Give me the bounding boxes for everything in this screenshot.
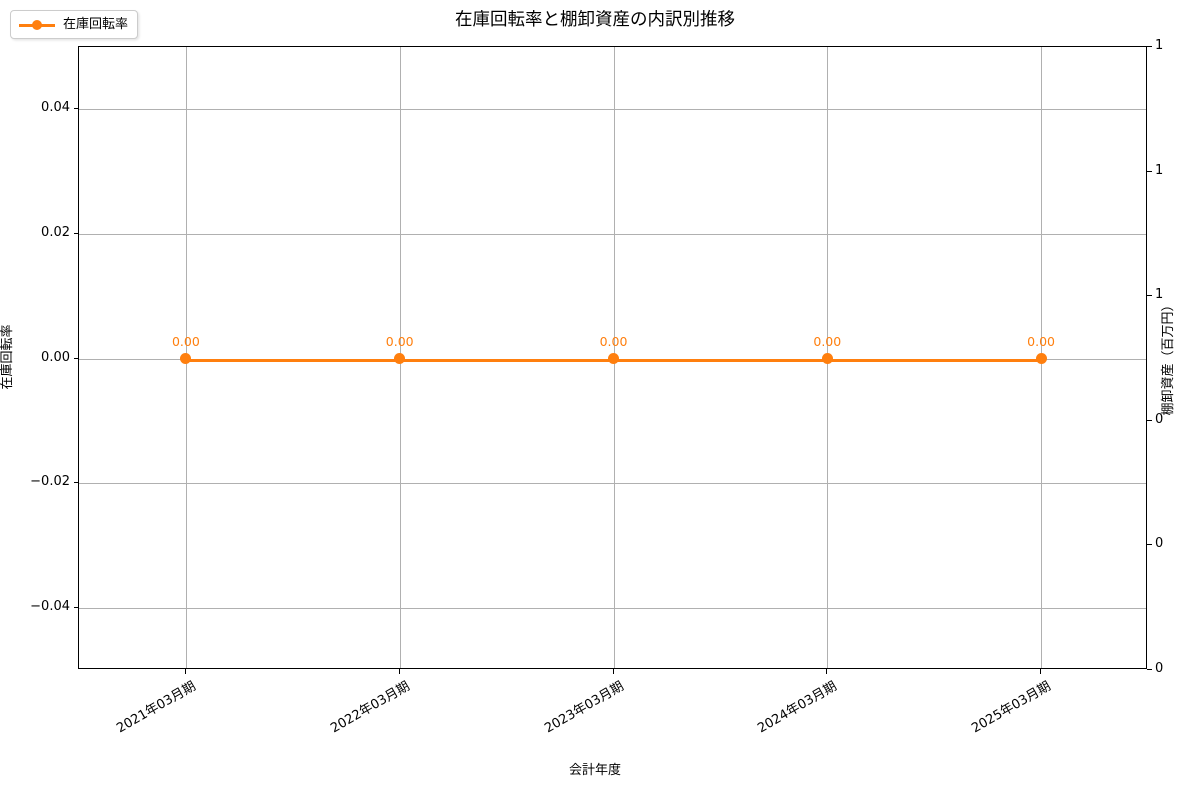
y-axis-right-tick-label: 1 (1155, 162, 1164, 178)
y-axis-left-tick-mark (73, 482, 78, 484)
y-axis-left-tick-mark (73, 108, 78, 110)
y-axis-right-tick-label: 0 (1155, 411, 1164, 427)
x-axis-tick-label: 2022年03月期 (327, 679, 413, 737)
data-point-marker[interactable] (394, 353, 406, 364)
y-axis-right-tick-label: 1 (1155, 287, 1164, 303)
y-axis-right-tick-label: 0 (1155, 661, 1164, 676)
data-point-marker[interactable] (180, 353, 192, 364)
legend-item-label: 在庫回転率 (63, 17, 129, 32)
y-axis-left-tick-label: −0.02 (30, 474, 70, 490)
gridline-horizontal (79, 109, 1146, 111)
x-axis-tick-label: 2023年03月期 (541, 679, 626, 737)
y-axis-left-tick-mark (73, 606, 78, 608)
y-axis-right-tick-mark (1147, 669, 1152, 670)
legend-line-marker-icon (19, 18, 55, 32)
data-point-label: 0.00 (171, 333, 200, 349)
x-axis-tick-label: 2021年03月期 (114, 679, 199, 737)
y-axis-left-tick-label: 0.00 (41, 349, 70, 365)
y-axis-right-tick-mark (1147, 295, 1152, 297)
data-point-marker[interactable] (1035, 353, 1047, 364)
chart-legend[interactable]: 在庫回転率 (10, 10, 139, 39)
gridline-horizontal (79, 607, 1146, 609)
data-point-marker[interactable] (608, 353, 619, 364)
gridline-horizontal (79, 483, 1146, 485)
y-axis-left-title: 在庫回転率 (0, 324, 15, 390)
plot-area: 0.00 0.00 0.00 0.00 0.00 (78, 46, 1147, 669)
y-axis-right-tick-mark (1147, 170, 1152, 172)
x-axis-tick-label: 2025年03月期 (969, 679, 1054, 737)
y-axis-right-tick-mark (1147, 419, 1152, 421)
x-axis-tick-mark (398, 669, 400, 674)
y-axis-right-tick-mark (1147, 46, 1152, 47)
x-axis-tick-mark (826, 669, 828, 674)
y-axis-left-tick-label: 0.04 (41, 100, 70, 116)
data-point-label: 0.00 (599, 333, 628, 349)
x-axis-tick-mark (612, 669, 614, 674)
y-axis-right-tick-mark (1147, 544, 1152, 546)
data-point-marker[interactable] (821, 353, 833, 364)
data-point-label: 0.00 (1027, 333, 1056, 349)
y-axis-right-tick-label: 0 (1155, 536, 1164, 552)
y-axis-left-tick-mark (73, 232, 78, 234)
y-axis-right-title: 棚卸資産（百万円） (1161, 298, 1176, 416)
data-point-label: 0.00 (813, 333, 842, 349)
page-title: 在庫回転率と棚卸資産の内訳別推移 (455, 10, 735, 30)
x-axis-tick-mark (184, 669, 186, 674)
data-point-label: 0.00 (385, 333, 414, 349)
x-axis-title: 会計年度 (568, 763, 621, 778)
x-axis-tick-mark (1040, 669, 1042, 674)
y-axis-left-tick-label: −0.04 (30, 598, 70, 614)
y-axis-right-tick-label: 1 (1155, 38, 1164, 53)
gridline-horizontal (79, 233, 1146, 235)
y-axis-left-tick-mark (73, 357, 78, 359)
y-axis-left-tick-label: 0.02 (41, 224, 70, 240)
x-axis-tick-label: 2024年03月期 (755, 679, 840, 737)
